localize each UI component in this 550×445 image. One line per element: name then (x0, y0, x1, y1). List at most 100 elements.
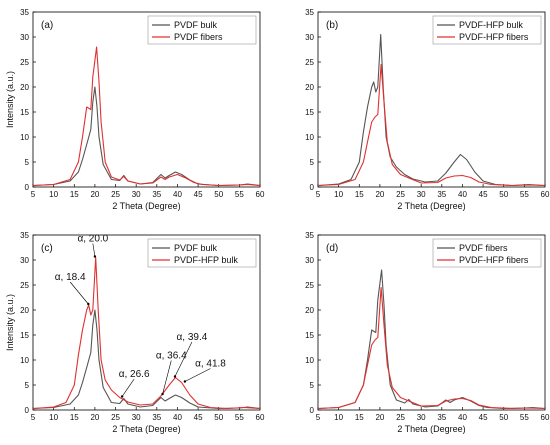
y-tick-label: 25 (20, 58, 29, 67)
x-tick-label: 60 (541, 413, 550, 422)
x-tick-label: 25 (396, 190, 405, 199)
x-tick-label: 45 (479, 413, 488, 422)
x-tick-label: 30 (417, 190, 426, 199)
x-tick-label: 10 (49, 413, 58, 422)
plot-frame (317, 234, 546, 411)
y-tick-label: 25 (20, 281, 29, 290)
annotation-arrow (174, 341, 193, 377)
annotation-arrow (162, 360, 172, 395)
y-tick-label: 25 (305, 58, 314, 67)
x-tick-label: 5 (316, 190, 321, 199)
x-tick-label: 15 (355, 190, 364, 199)
y-tick-label: 25 (305, 281, 314, 290)
x-tick-label: 20 (375, 413, 384, 422)
x-tick-label: 55 (520, 190, 529, 199)
x-tick-label: 10 (334, 190, 343, 199)
annotation-arrow (121, 378, 135, 397)
y-tick-label: 20 (305, 83, 314, 92)
legend-label: PVDF fibers (459, 243, 508, 253)
x-tick-label: 25 (111, 190, 120, 199)
x-tick-label: 35 (437, 413, 446, 422)
peak-annotation: α, 36.4 (156, 351, 187, 362)
legend-label: PVDF bulk (174, 243, 218, 253)
peak-annotation: α, 26.6 (119, 369, 150, 380)
x-tick-label: 5 (31, 413, 36, 422)
x-tick-label: 10 (334, 413, 343, 422)
x-tick-label: 30 (132, 413, 141, 422)
y-tick-label: 10 (20, 133, 29, 142)
annotation-arrowhead (183, 380, 187, 383)
x-tick-label: 35 (437, 190, 446, 199)
x-tick-label: 30 (417, 413, 426, 422)
y-tick-label: 30 (20, 33, 29, 42)
x-tick-label: 55 (520, 413, 529, 422)
legend: PVDF fibers PVDF-HFP fibers (432, 238, 542, 268)
series-line-1 (317, 33, 546, 187)
x-tick-label: 15 (355, 413, 364, 422)
y-tick-label: 10 (305, 356, 314, 365)
x-tick-label: 25 (111, 413, 120, 422)
x-tick-label: 40 (458, 413, 467, 422)
x-tick-label: 50 (499, 190, 508, 199)
x-tick-label: 15 (70, 413, 79, 422)
y-tick-label: 15 (305, 108, 314, 117)
legend: PVDF bulk PVDF fibers (147, 15, 257, 45)
panel-label: (d) (326, 243, 338, 254)
x-tick-label: 30 (132, 190, 141, 199)
y-tick-label: 5 (310, 381, 315, 390)
x-tick-label: 50 (499, 413, 508, 422)
legend-label: PVDF fibers (174, 32, 223, 42)
y-tick-label: 35 (20, 8, 29, 17)
plot-frame (32, 234, 261, 411)
x-tick-label: 45 (479, 190, 488, 199)
x-tick-label: 60 (541, 190, 550, 199)
x-tick-label: 60 (256, 190, 265, 199)
y-tick-label: 20 (305, 306, 314, 315)
plot-frame (317, 11, 546, 188)
annotation-arrowhead (173, 375, 177, 378)
x-tick-label: 40 (173, 190, 182, 199)
x-axis-title: 2 Theta (Degree) (112, 424, 180, 434)
panel-label: (c) (41, 243, 53, 254)
annotation-arrow (69, 281, 89, 305)
y-tick-label: 10 (305, 133, 314, 142)
annotation-arrowhead (87, 302, 90, 306)
x-tick-label: 20 (375, 190, 384, 199)
series-line-2 (317, 63, 546, 187)
legend-box (432, 238, 542, 268)
annotation-arrowhead (161, 392, 164, 396)
y-tick-label: 30 (20, 256, 29, 265)
y-tick-label: 15 (305, 331, 314, 340)
series-line-1 (317, 269, 546, 410)
x-tick-label: 5 (31, 190, 36, 199)
legend-label: PVDF-HFP bulk (459, 20, 523, 30)
y-tick-label: 0 (25, 406, 30, 415)
peak-annotation: α, 20.0 (77, 234, 108, 245)
x-tick-label: 20 (90, 190, 99, 199)
y-tick-label: 20 (20, 83, 29, 92)
y-tick-label: 20 (20, 306, 29, 315)
x-tick-label: 10 (49, 190, 58, 199)
legend-box (147, 238, 257, 268)
x-tick-label: 50 (214, 413, 223, 422)
series-line-1 (32, 309, 261, 410)
y-tick-label: 5 (25, 381, 30, 390)
annotation-arrowhead (120, 395, 124, 398)
series-line-1 (32, 86, 261, 187)
x-axis-title: 2 Theta (Degree) (397, 424, 465, 434)
legend: PVDF bulk PVDF-HFP bulk (147, 238, 257, 268)
annotation-arrow (184, 368, 211, 382)
series-line-2 (32, 46, 261, 187)
legend-box (432, 15, 542, 45)
y-tick-label: 0 (25, 183, 30, 192)
y-tick-label: 0 (310, 406, 315, 415)
annotation-arrow (92, 243, 96, 257)
y-tick-label: 15 (20, 331, 29, 340)
x-axis-title: 2 Theta (Degree) (397, 201, 465, 211)
y-tick-label: 35 (20, 231, 29, 240)
annotation-arrowhead (93, 255, 97, 258)
x-tick-label: 35 (152, 413, 161, 422)
legend: PVDF-HFP bulk PVDF-HFP fibers (432, 15, 542, 45)
